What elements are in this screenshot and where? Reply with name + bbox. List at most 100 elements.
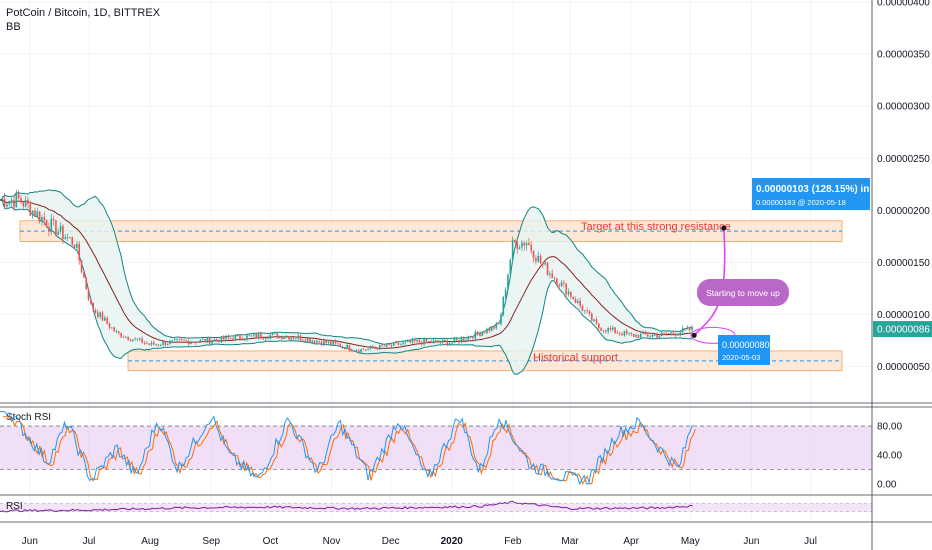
candle-body <box>511 239 514 260</box>
candle-body <box>236 334 239 336</box>
candle-body <box>493 326 495 329</box>
candle-body <box>581 305 584 312</box>
candle-body <box>215 339 218 341</box>
candle-body <box>665 332 668 334</box>
candle-body <box>495 323 498 329</box>
comment-text: Starting to move up <box>706 288 780 298</box>
candle-body <box>83 272 85 278</box>
candle-body <box>667 333 670 335</box>
candle-body <box>609 327 612 330</box>
candle-body <box>1 198 4 201</box>
candle-body <box>532 250 535 259</box>
candle-body <box>295 338 297 340</box>
candle-body <box>558 284 560 287</box>
candle-body <box>152 342 155 345</box>
candle-body <box>611 327 614 330</box>
candle-body <box>411 339 414 343</box>
candle-body <box>59 225 62 232</box>
candle-body <box>302 340 304 342</box>
candle-body <box>360 349 362 353</box>
current-price-label <box>873 321 932 338</box>
candle-body <box>462 338 465 341</box>
candle-body <box>115 331 118 333</box>
candle-body <box>38 211 41 222</box>
x-tick-label: Dec <box>382 536 400 547</box>
candle-body <box>10 199 13 201</box>
candle-body <box>677 334 679 336</box>
candle-body <box>567 291 570 295</box>
candle-body <box>537 255 540 262</box>
candle-body <box>642 332 644 334</box>
candle-body <box>330 341 332 345</box>
candle-body <box>187 340 190 345</box>
candle-body <box>427 340 430 342</box>
candle-body <box>43 217 46 221</box>
candle-body <box>358 350 360 353</box>
candle-body <box>327 341 330 343</box>
candle-body <box>539 255 542 264</box>
candle-body <box>469 336 472 338</box>
y-tick-label: 0.00000200 <box>877 206 930 217</box>
y-tick-label: 0.00000100 <box>877 310 930 321</box>
candle-body <box>607 327 609 332</box>
candle-body <box>297 335 300 339</box>
start-callout-line2: 2020-05-03 <box>722 353 760 362</box>
candle-body <box>530 244 533 251</box>
candle-body <box>651 334 654 337</box>
candle-body <box>434 340 437 342</box>
candle-body <box>577 300 579 303</box>
candle-body <box>614 327 616 333</box>
x-tick-label: Apr <box>623 536 639 547</box>
candle-body <box>423 338 425 345</box>
candle-body <box>556 278 558 285</box>
candle-body <box>316 341 318 343</box>
candle-body <box>404 341 407 343</box>
candle-body <box>500 314 502 325</box>
candle-body <box>164 341 167 346</box>
bollinger-bands <box>0 189 693 375</box>
candle-body <box>155 344 157 346</box>
candle-body <box>62 225 64 239</box>
y-tick-label: 0.00000250 <box>877 154 930 165</box>
candle-body <box>663 332 665 334</box>
x-tick-label: Nov <box>323 536 341 547</box>
candle-body <box>341 346 344 348</box>
candle-body <box>397 342 400 346</box>
candle-body <box>623 330 626 336</box>
candle-body <box>525 242 528 246</box>
candle-body <box>344 346 346 350</box>
x-tick-label: 2020 <box>441 536 464 547</box>
candle-body <box>176 339 178 340</box>
candle-body <box>206 337 209 343</box>
candle-body <box>197 341 199 343</box>
candle-body <box>458 339 460 343</box>
target-callout-line2: 0.00000183 @ 2020-05-18 <box>756 198 846 207</box>
x-tick-label: Sep <box>202 536 220 547</box>
candle-body <box>346 345 348 350</box>
y-tick-label: 0.00000300 <box>877 102 930 113</box>
candle-body <box>514 239 516 243</box>
candle-body <box>55 220 57 235</box>
candle-body <box>320 341 323 345</box>
candle-body <box>472 337 474 339</box>
bb-upper <box>0 189 693 345</box>
candle-body <box>20 198 22 203</box>
candle-body <box>574 298 577 303</box>
candle-body <box>339 344 341 347</box>
candle-body <box>528 242 530 245</box>
candle-body <box>453 338 456 343</box>
candle-body <box>337 343 339 345</box>
y-tick-label: 0.00000050 <box>877 362 930 373</box>
candle-body <box>69 237 71 238</box>
candle-body <box>225 336 227 340</box>
candle-body <box>243 339 246 341</box>
start-callout-line1: 0.00000080 <box>722 340 770 350</box>
candle-body <box>579 300 581 306</box>
candle-body <box>378 344 381 350</box>
candle-body <box>313 340 316 343</box>
candle-body <box>276 333 279 339</box>
candle-body <box>85 277 88 290</box>
candle-body <box>465 339 467 341</box>
candle-body <box>383 345 386 347</box>
